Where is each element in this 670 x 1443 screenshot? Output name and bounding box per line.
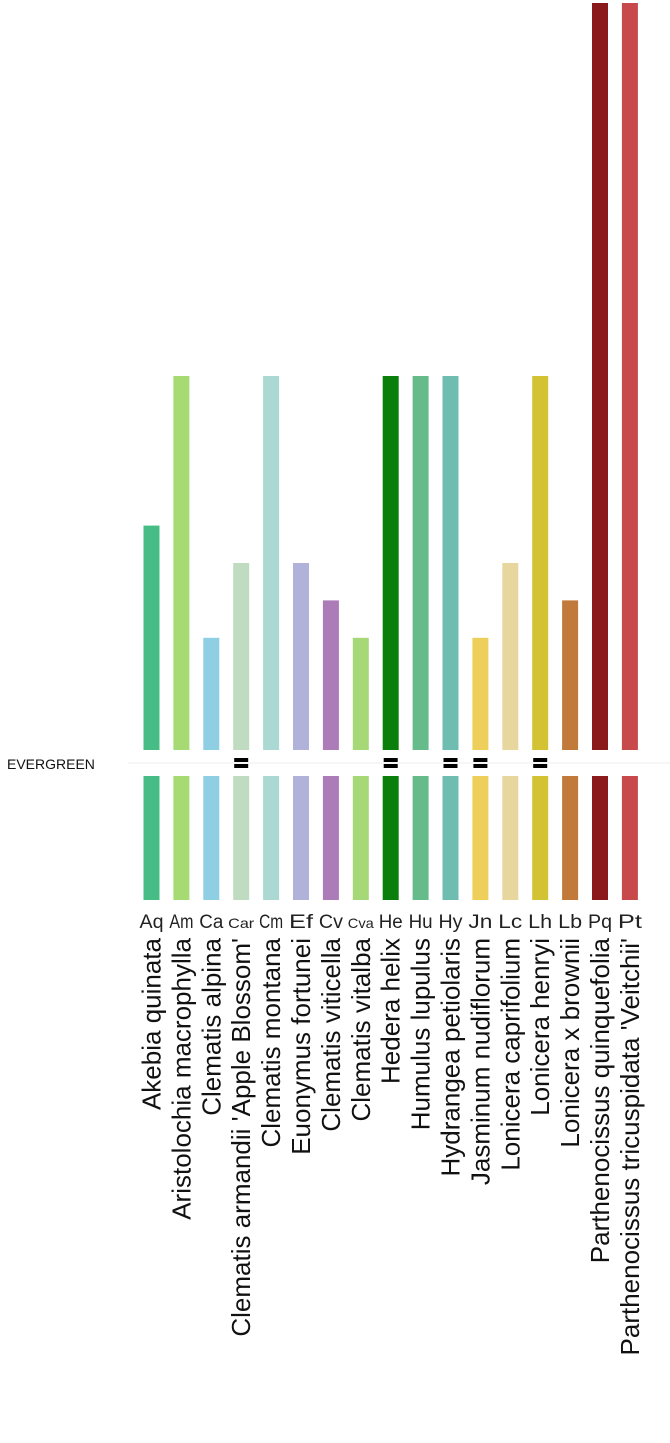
lower-bar-car <box>233 776 250 900</box>
lower-bar-hy <box>442 776 459 900</box>
abbr-label-lb: Lb <box>558 912 582 933</box>
species-name-he: Hedera helix <box>376 938 406 1084</box>
bar-pq <box>592 3 608 750</box>
bar-ef <box>293 563 309 750</box>
species-name-pq: Parthenocissus quinquefolia <box>585 937 615 1263</box>
species-name-hu: Humulus lupulus <box>406 938 436 1130</box>
abbr-label-hy: Hy <box>439 912 464 933</box>
bar-jn <box>472 637 489 750</box>
evergreen-marker-lh <box>533 758 548 768</box>
species-name-pt: Parthenocissus tricuspidata 'Veitchii' <box>615 938 645 1355</box>
species-name-am: Aristolochia macrophylla <box>166 937 196 1219</box>
abbr-label-cva: Cva <box>348 915 374 931</box>
bar-cm <box>263 376 280 750</box>
bars-group <box>143 3 638 750</box>
abbr-label-cm: Cm <box>259 912 283 933</box>
lower-bar-ca <box>203 776 220 900</box>
species-name-labels-group: Akebia quinata Aristolochia macrophylla Cl… <box>137 937 645 1355</box>
abbr-label-am: Am <box>169 912 193 933</box>
abbr-label-pt: Pt <box>618 912 643 933</box>
abbr-label-ca: Ca <box>199 912 223 933</box>
bar-hy <box>442 376 459 750</box>
bar-cva <box>352 637 369 750</box>
lower-bar-lc <box>502 776 519 900</box>
abbr-label-ef: Ef <box>289 912 314 933</box>
species-name-lh: Lonicera henryi <box>525 938 555 1116</box>
species-name-aq: Akebia quinata <box>137 937 167 1110</box>
lower-bar-cm <box>263 776 280 900</box>
lower-bar-pt <box>621 776 638 900</box>
lower-bars-group <box>143 776 638 900</box>
evergreen-marker-car <box>234 758 249 768</box>
abbr-label-pq: Pq <box>588 912 612 933</box>
lower-bar-he <box>382 776 399 900</box>
evergreen-markers-group <box>234 758 548 768</box>
species-name-lb: Lonicera x brownii <box>555 938 585 1148</box>
lower-bar-aq <box>143 776 160 900</box>
species-name-cv: Clematis viticella <box>316 937 346 1131</box>
species-name-ef: Euonymus fortunei <box>286 938 316 1155</box>
species-name-car: Clematis armandii 'Apple Blossom' <box>226 938 256 1337</box>
species-name-jn: Jasminum nudiflorum <box>465 938 495 1185</box>
abbr-label-jn: Jn <box>468 912 492 933</box>
evergreen-marker-he <box>383 758 398 768</box>
bar-ca <box>203 637 220 750</box>
lower-bar-jn <box>472 776 489 900</box>
bar-am <box>173 376 190 750</box>
abbr-label-aq: Aq <box>140 912 164 933</box>
bar-he <box>382 376 399 750</box>
species-name-cm: Clematis montana <box>256 937 286 1147</box>
lower-bar-cv <box>322 776 339 900</box>
evergreen-marker-jn <box>473 758 488 768</box>
abbr-label-cv: Cv <box>319 912 344 933</box>
evergreen-row-label: EVERGREEN <box>7 756 95 772</box>
bar-lb <box>562 600 579 750</box>
lower-bar-pq <box>592 776 608 900</box>
species-name-hy: Hydrangea petiolaris <box>436 938 466 1176</box>
abbr-label-car: Car <box>228 915 254 931</box>
species-name-lc: Lonicera caprifolium <box>495 938 525 1171</box>
abbr-label-lh: Lh <box>528 912 552 933</box>
lower-bar-lb <box>562 776 579 900</box>
evergreen-marker-hy <box>443 758 458 768</box>
species-name-ca: Clematis alpina <box>196 937 226 1115</box>
bar-hu <box>412 376 429 750</box>
lower-bar-hu <box>412 776 429 900</box>
bar-pt <box>621 3 638 750</box>
bar-lh <box>532 376 549 750</box>
bar-lc <box>502 563 519 750</box>
abbreviation-labels-group: Aq Am Ca Car Cm Ef Cv Cva He Hu Hy Jn Lc Lh Lb Pq Pt <box>140 912 643 933</box>
lower-bar-cva <box>352 776 369 900</box>
bar-aq <box>143 525 160 750</box>
abbr-label-hu: Hu <box>409 912 433 933</box>
lower-bar-lh <box>532 776 549 900</box>
abbr-label-he: He <box>379 912 403 933</box>
bar-cv <box>322 600 339 750</box>
species-name-cva: Clematis vitalba <box>346 937 376 1121</box>
abbr-label-lc: Lc <box>498 912 522 933</box>
lower-bar-ef <box>293 776 309 900</box>
bar-car <box>233 563 250 750</box>
lower-bar-am <box>173 776 190 900</box>
